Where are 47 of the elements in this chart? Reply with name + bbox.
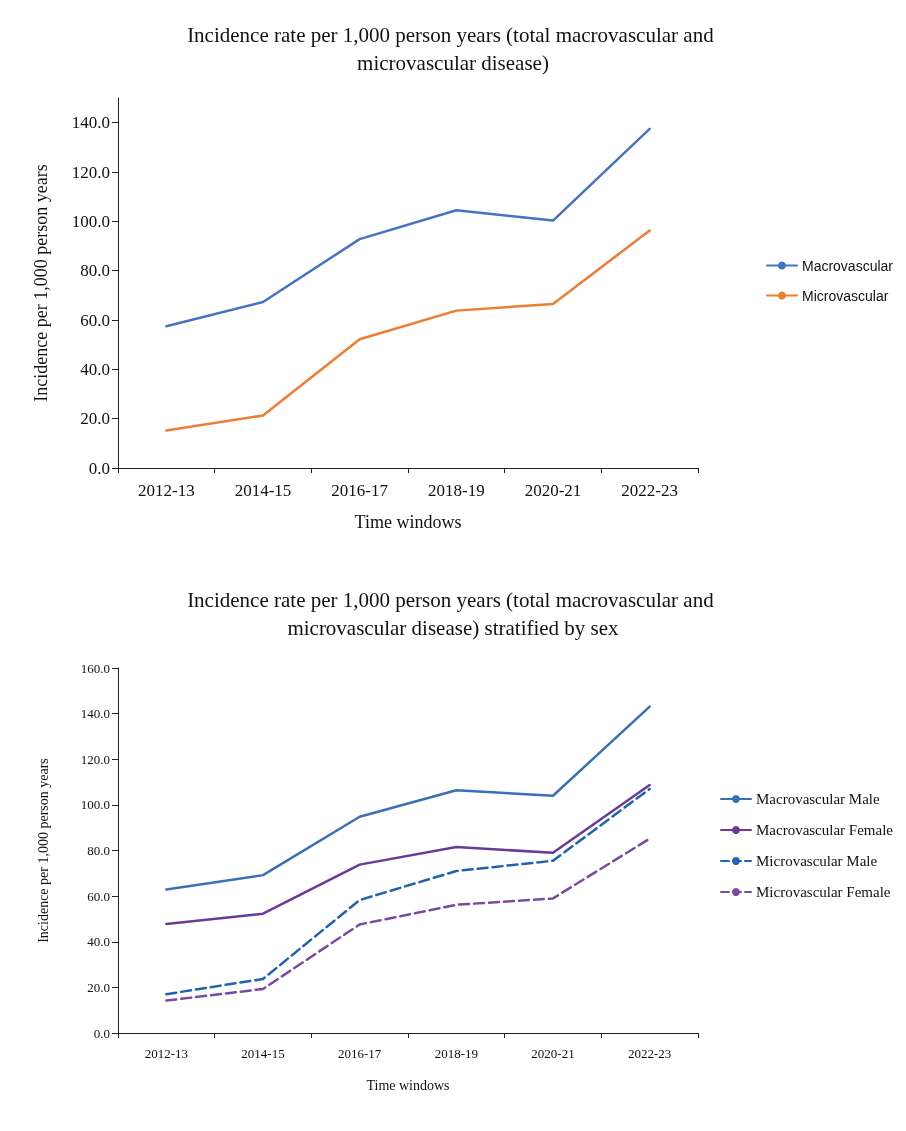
y-tick-label: 0.0: [93, 1025, 110, 1041]
y-tick-label: 140.0: [71, 113, 110, 133]
y-tick-label: 160.0: [80, 660, 110, 676]
x-tick-label: 2016-17: [337, 1046, 382, 1061]
line-series: [165, 787, 651, 996]
y-tick-label: 80.0: [87, 843, 110, 858]
line-series: [165, 127, 651, 328]
y-tick-label: 20.0: [80, 409, 110, 429]
x-tick-label: 2020-21: [531, 1046, 575, 1061]
legend-label: Macrovascular: [801, 257, 894, 274]
chart-title: Incidence rate per 1,000 person years (total macrovascular and microvascular disease): [187, 23, 719, 75]
x-tick-label: 2018-19: [428, 481, 485, 500]
x-tick-label: 2022-23: [627, 1046, 672, 1061]
y-axis-title: Incidence per 1,000 person years: [31, 164, 51, 402]
y-tick-label: 120.0: [80, 751, 110, 767]
y-tick-label: 60.0: [80, 310, 110, 330]
legend-label: Microvascular Female: [755, 884, 891, 900]
x-tick-label: 2014-15: [234, 481, 292, 500]
x-tick-label: 2020-21: [524, 481, 582, 500]
x-tick-label: 2018-19: [434, 1046, 479, 1061]
y-tick-label: 0.0: [88, 458, 110, 478]
chart-title: Incidence rate per 1,000 person years (total macrovascular and microvascular disease) stratified by sex: [187, 588, 719, 640]
y-tick-label: 100.0: [71, 211, 110, 231]
legend-label: Macrovascular Male: [755, 791, 881, 807]
x-tick-label: 2012-13: [138, 481, 195, 500]
legend-label: Macrovascular Female: [755, 822, 894, 838]
x-tick-label: 2022-23: [621, 481, 678, 500]
line-series: [165, 705, 651, 891]
line-series: [165, 837, 651, 1002]
y-axis-title: Incidence per 1,000 person years: [35, 758, 51, 943]
y-tick-label: 40.0: [87, 934, 110, 950]
x-tick-label: 2012-13: [144, 1046, 189, 1061]
x-axis-title: Time windows: [366, 1077, 450, 1093]
y-tick-label: 120.0: [71, 162, 110, 182]
x-tick-label: 2016-17: [331, 481, 389, 500]
y-tick-label: 140.0: [80, 706, 110, 722]
y-tick-label: 20.0: [87, 979, 110, 995]
line-series: [165, 229, 651, 432]
y-tick-label: 60.0: [87, 888, 110, 904]
y-tick-label: 100.0: [80, 797, 110, 813]
line-series: [165, 783, 651, 926]
x-tick-label: 2014-15: [241, 1046, 285, 1061]
y-tick-label: 80.0: [80, 261, 110, 281]
x-axis-title: Time windows: [354, 512, 462, 532]
legend-label: Microvascular Male: [755, 853, 878, 869]
y-tick-label: 40.0: [80, 359, 110, 379]
legend-label: Microvascular: [801, 287, 889, 304]
